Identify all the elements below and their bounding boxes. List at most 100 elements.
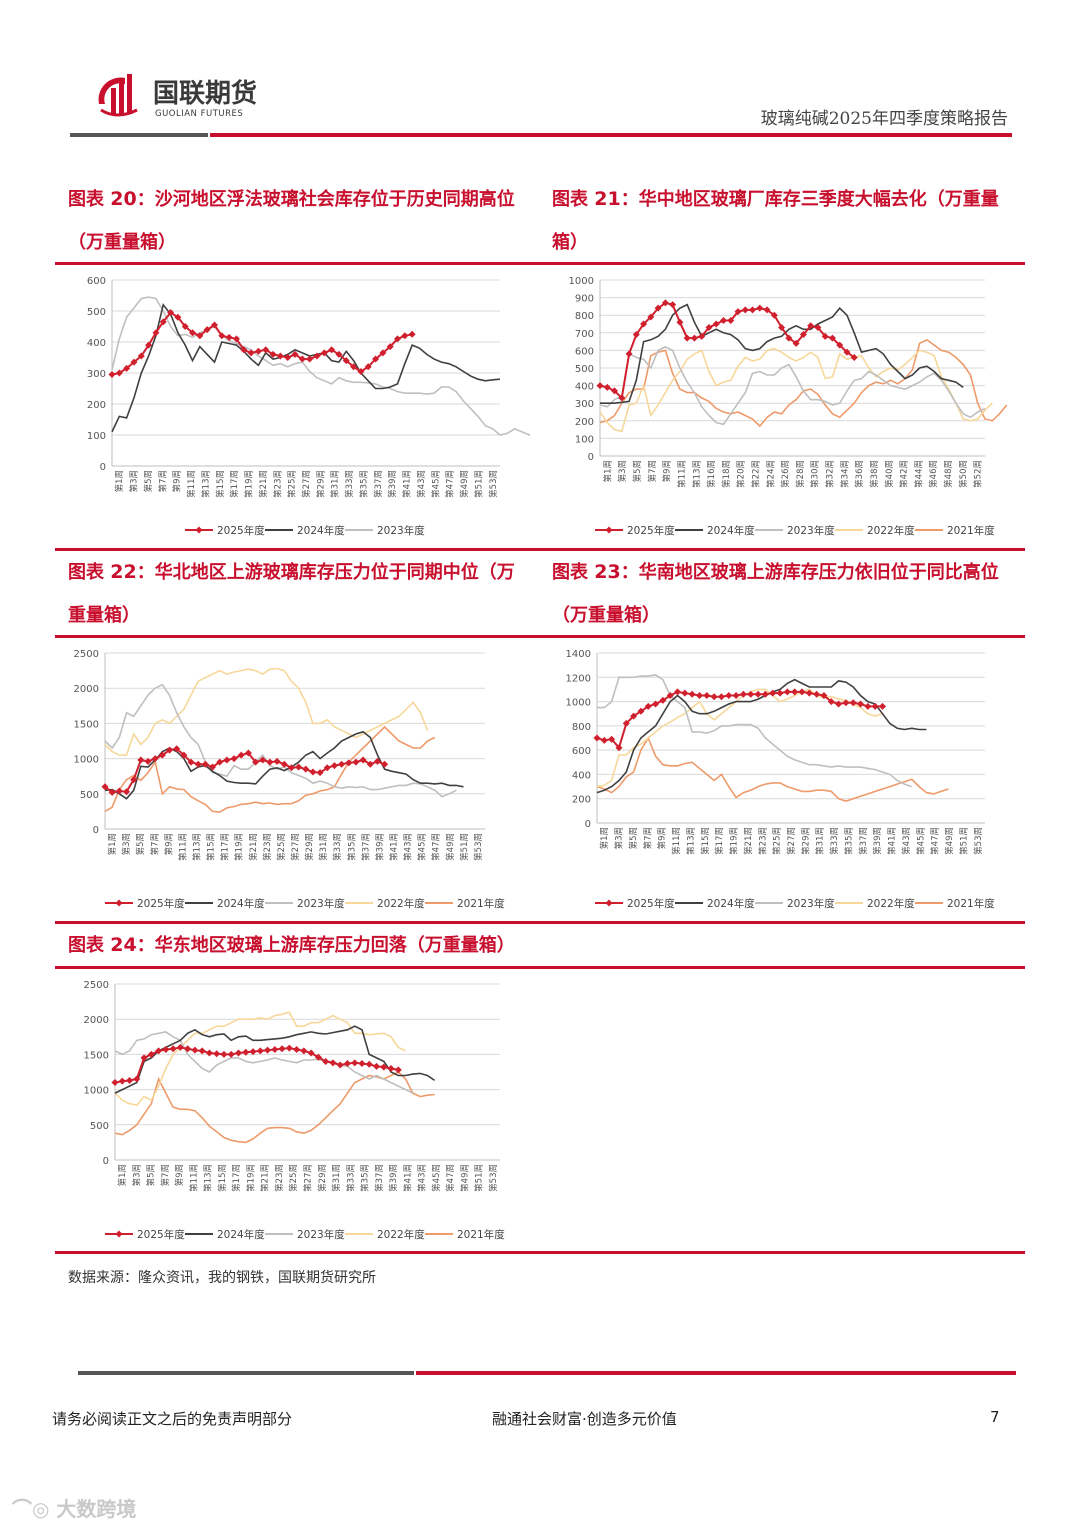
x-tick-label: 第43周 <box>403 833 414 861</box>
data-point <box>387 1064 395 1072</box>
data-point <box>593 734 601 742</box>
x-tick-label: 第53周 <box>488 1164 499 1192</box>
y-tick-label: 900 <box>575 294 594 305</box>
x-tick-label: 第7周 <box>642 827 653 849</box>
data-point <box>320 349 328 357</box>
data-point <box>373 1062 381 1070</box>
x-tick-label: 第47周 <box>930 827 941 855</box>
data-point <box>739 690 747 698</box>
x-tick-label: 第23周 <box>272 470 283 498</box>
data-point <box>351 1059 359 1067</box>
data-point <box>366 760 374 768</box>
data-point <box>394 1066 402 1074</box>
x-tick-label: 第51周 <box>958 827 969 855</box>
series-line-2024年度 <box>600 303 964 404</box>
data-point <box>661 299 669 307</box>
footer-slogan: 融通社会财富·创造多元价值 <box>492 1410 677 1428</box>
x-tick-label: 第19周 <box>234 833 245 861</box>
data-point <box>666 692 674 699</box>
x-tick-label: 第44周 <box>913 460 924 488</box>
data-point <box>359 756 367 764</box>
data-point <box>316 769 324 777</box>
data-point <box>644 702 652 710</box>
x-tick-label: 第1周 <box>117 1164 128 1186</box>
x-tick-label: 第47周 <box>431 833 442 861</box>
data-point <box>630 712 638 720</box>
x-tick-label: 第25周 <box>287 470 298 498</box>
x-tick-label: 第53周 <box>488 470 499 498</box>
series-line-2023年度 <box>111 296 530 436</box>
legend-marker <box>605 526 613 534</box>
data-point <box>167 309 175 317</box>
data-point <box>386 343 394 351</box>
data-point <box>298 355 306 363</box>
y-tick-label: 0 <box>585 819 591 830</box>
y-tick-label: 1500 <box>84 1050 109 1061</box>
x-tick-label: 第3周 <box>121 833 132 855</box>
y-tick-label: 400 <box>575 382 594 393</box>
x-tick-label: 第21周 <box>260 1164 271 1192</box>
data-point <box>306 355 314 363</box>
x-tick-label: 第3周 <box>129 470 140 492</box>
y-tick-label: 1500 <box>74 719 99 730</box>
logo-text-en: GUOLIAN FUTURES <box>155 109 243 119</box>
data-point <box>345 759 353 767</box>
x-tick-label: 第38周 <box>869 460 880 488</box>
x-tick-label: 第35周 <box>843 827 854 855</box>
data-point <box>285 1044 293 1052</box>
data-point <box>798 688 806 696</box>
data-point <box>698 332 706 340</box>
data-point <box>276 352 284 360</box>
data-point <box>792 339 800 347</box>
x-tick-label: 第11周 <box>671 827 682 855</box>
data-point <box>814 324 822 332</box>
x-tick-label: 第26周 <box>780 460 791 488</box>
data-point <box>123 364 131 372</box>
x-tick-label: 第24周 <box>765 460 776 488</box>
data-point <box>857 700 865 708</box>
rule-row2-top <box>55 548 1025 551</box>
data-point <box>218 332 226 340</box>
data-point <box>695 692 703 699</box>
series-line-2022年度 <box>596 688 883 788</box>
data-point <box>302 765 310 773</box>
x-tick-label: 第1周 <box>599 827 610 849</box>
y-tick-label: 0 <box>588 452 594 463</box>
data-point <box>381 760 389 768</box>
x-tick-label: 第39周 <box>872 827 883 855</box>
data-point <box>373 757 381 765</box>
rule-row3-top <box>55 921 1025 924</box>
figure-22-caption: 图表 22：华北地区上游玻璃库存压力位于同期中位（万 重量箱） <box>68 561 515 626</box>
data-point <box>108 788 116 796</box>
series-line-2025年度 <box>114 1046 399 1084</box>
data-point <box>216 758 224 766</box>
x-tick-label: 第21周 <box>248 833 259 861</box>
y-tick-label: 1000 <box>566 698 591 709</box>
data-point <box>632 331 640 339</box>
data-point <box>133 1075 141 1083</box>
data-point <box>130 776 138 784</box>
x-tick-label: 第5周 <box>143 470 154 492</box>
x-tick-label: 第23周 <box>274 1164 285 1192</box>
x-tick-label: 第25周 <box>772 827 783 855</box>
data-point <box>600 736 608 744</box>
data-point <box>394 335 402 343</box>
x-tick-label: 第22周 <box>750 460 761 488</box>
x-tick-label: 第49周 <box>459 470 470 498</box>
x-tick-label: 第7周 <box>160 1164 171 1186</box>
data-point <box>659 696 667 704</box>
rule-row3-mid <box>55 966 1025 969</box>
series-line-2023年度 <box>114 1031 414 1094</box>
x-tick-label: 第49周 <box>459 1164 470 1192</box>
data-point <box>209 763 217 771</box>
series-line-2021年度 <box>114 1071 435 1144</box>
data-point <box>380 1063 388 1071</box>
data-point <box>244 749 252 757</box>
y-tick-label: 200 <box>575 417 594 428</box>
data-point <box>295 763 303 771</box>
legend-label: 2022年度 <box>377 1228 425 1241</box>
data-point <box>271 1045 279 1053</box>
x-tick-label: 第9周 <box>172 470 183 492</box>
data-point <box>805 689 813 697</box>
